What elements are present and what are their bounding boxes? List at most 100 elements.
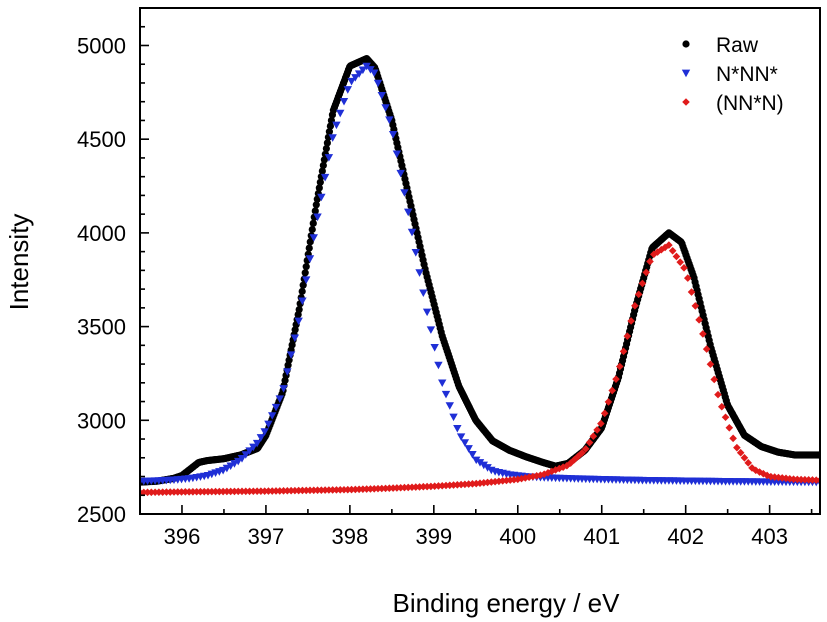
data-point [680, 264, 688, 272]
data-point [483, 478, 492, 487]
y-tick-label: 3500 [77, 315, 126, 340]
data-point [328, 134, 337, 142]
data-point [260, 487, 269, 495]
data-point [325, 128, 333, 136]
data-point [241, 451, 250, 459]
data-point [302, 263, 310, 271]
data-point [676, 258, 685, 266]
data-point [381, 484, 390, 493]
data-point [400, 189, 409, 197]
data-point [642, 268, 651, 277]
data-point [668, 246, 677, 255]
data-point [287, 486, 295, 495]
data-point [283, 486, 292, 495]
data-point [298, 297, 307, 306]
data-point [585, 438, 594, 447]
data-point [661, 243, 669, 252]
data-point [302, 486, 311, 495]
data-point [699, 330, 707, 338]
data-point [257, 487, 265, 495]
data-point [381, 104, 390, 112]
y-tick-label: 5000 [77, 33, 126, 58]
data-point [339, 97, 349, 106]
legend-label: Raw [716, 34, 759, 57]
data-point [325, 486, 333, 494]
data-point [358, 66, 368, 75]
data-point [733, 443, 741, 452]
data-point [351, 74, 360, 82]
data-point [411, 483, 420, 491]
x-tick-label: 402 [667, 524, 704, 549]
data-point [252, 439, 262, 448]
data-point [551, 466, 560, 474]
data-point [415, 269, 424, 277]
data-point [332, 486, 341, 494]
data-point [336, 109, 345, 118]
data-point [366, 485, 375, 493]
data-point [714, 390, 722, 399]
data-point [483, 464, 492, 472]
data-point [396, 483, 405, 492]
data-point [422, 308, 432, 317]
data-point [290, 334, 300, 343]
data-point [322, 144, 330, 153]
data-point [510, 475, 518, 484]
data-point [449, 481, 458, 489]
data-point [354, 70, 364, 78]
data-point [219, 487, 227, 496]
data-point [695, 316, 703, 324]
data-point [706, 360, 715, 369]
data-point [744, 459, 753, 467]
data-point [302, 276, 311, 284]
legend-marker [682, 98, 690, 106]
data-point [623, 332, 632, 340]
y-tick-label: 4000 [77, 221, 126, 246]
data-point [291, 486, 299, 495]
x-tick-label: 397 [248, 524, 285, 549]
data-point [468, 451, 477, 459]
y-tick-label: 2500 [77, 502, 126, 527]
data-point [347, 485, 356, 494]
data-point [305, 255, 315, 263]
data-point [181, 488, 190, 496]
data-point [140, 488, 148, 497]
data-point [326, 122, 334, 130]
data-point [495, 477, 503, 486]
data-point [286, 351, 296, 359]
legend-marker [682, 40, 690, 48]
data-point [396, 169, 405, 178]
data-point [423, 482, 431, 491]
data-point [343, 485, 352, 494]
data-point [449, 413, 458, 422]
data-point [427, 482, 435, 491]
data-point [306, 238, 314, 246]
data-point [301, 269, 309, 277]
x-axis-title: Binding energy / eV [393, 588, 621, 618]
data-point [317, 193, 326, 202]
data-point [155, 488, 163, 496]
plot-marks [140, 55, 820, 497]
data-point [279, 487, 288, 495]
data-point [317, 486, 326, 494]
data-point [275, 487, 284, 495]
data-point [196, 487, 205, 496]
axes [139, 7, 821, 515]
data-point [173, 488, 182, 496]
data-point [702, 345, 711, 353]
data-point [498, 477, 507, 485]
data-point [362, 485, 371, 493]
legend-item: N*NN* [681, 63, 778, 86]
series-1 [140, 55, 820, 486]
data-point [638, 279, 647, 288]
data-point [430, 344, 439, 352]
plot-area [140, 55, 820, 497]
legend-marker [681, 69, 691, 78]
data-point [604, 398, 613, 406]
data-point [407, 228, 417, 237]
x-tick-label: 396 [164, 524, 201, 549]
data-point [740, 453, 749, 462]
data-point [275, 395, 284, 403]
data-point [392, 150, 402, 159]
data-point [207, 487, 216, 496]
data-point [309, 234, 318, 242]
